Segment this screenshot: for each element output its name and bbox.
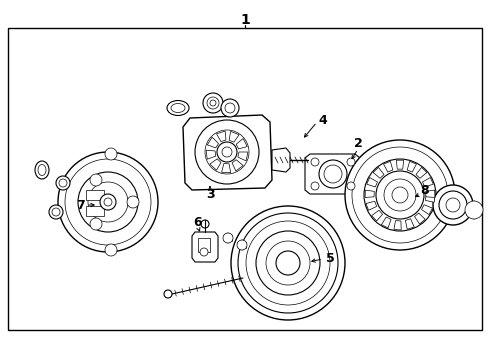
- Circle shape: [58, 152, 158, 252]
- Circle shape: [222, 147, 232, 157]
- Bar: [8, 28, 482, 330]
- Circle shape: [384, 179, 416, 211]
- Circle shape: [127, 196, 139, 208]
- Polygon shape: [236, 139, 247, 149]
- Circle shape: [210, 100, 216, 106]
- Circle shape: [276, 251, 300, 275]
- Circle shape: [237, 240, 247, 250]
- Circle shape: [311, 182, 319, 190]
- Polygon shape: [407, 161, 416, 172]
- Text: 5: 5: [326, 252, 334, 265]
- Ellipse shape: [38, 165, 46, 176]
- Polygon shape: [381, 217, 391, 228]
- Circle shape: [246, 221, 330, 305]
- Circle shape: [311, 158, 319, 166]
- Circle shape: [347, 182, 355, 190]
- Circle shape: [364, 159, 436, 231]
- Ellipse shape: [171, 104, 185, 113]
- Circle shape: [446, 198, 460, 212]
- Polygon shape: [425, 195, 435, 202]
- Bar: [86, 206, 104, 216]
- Polygon shape: [305, 154, 360, 194]
- Polygon shape: [372, 210, 383, 221]
- Text: 3: 3: [206, 188, 214, 201]
- Polygon shape: [183, 115, 272, 190]
- Circle shape: [104, 198, 112, 206]
- Circle shape: [433, 185, 473, 225]
- Ellipse shape: [35, 161, 49, 179]
- Circle shape: [59, 179, 67, 187]
- Text: 6: 6: [194, 216, 202, 229]
- Circle shape: [319, 160, 347, 188]
- Circle shape: [439, 191, 467, 219]
- Circle shape: [200, 248, 208, 256]
- Circle shape: [52, 208, 60, 216]
- Circle shape: [65, 159, 151, 245]
- Polygon shape: [384, 161, 393, 172]
- Polygon shape: [192, 232, 218, 262]
- Circle shape: [56, 176, 70, 190]
- Circle shape: [164, 290, 172, 298]
- Polygon shape: [426, 190, 435, 197]
- Polygon shape: [207, 137, 219, 148]
- Polygon shape: [422, 177, 433, 187]
- Ellipse shape: [167, 100, 189, 116]
- Text: 2: 2: [354, 136, 363, 149]
- Polygon shape: [365, 190, 374, 197]
- Circle shape: [201, 220, 209, 228]
- Text: 8: 8: [421, 184, 429, 197]
- Polygon shape: [416, 167, 427, 178]
- Circle shape: [100, 194, 116, 210]
- Circle shape: [90, 174, 102, 186]
- Circle shape: [195, 120, 259, 184]
- Circle shape: [203, 93, 223, 113]
- Circle shape: [376, 171, 424, 219]
- Circle shape: [49, 205, 63, 219]
- Polygon shape: [405, 219, 414, 229]
- Circle shape: [266, 241, 310, 285]
- Polygon shape: [396, 160, 404, 169]
- Text: 4: 4: [318, 113, 327, 126]
- Circle shape: [105, 244, 117, 256]
- Circle shape: [90, 218, 102, 230]
- Circle shape: [352, 147, 448, 243]
- Polygon shape: [415, 213, 425, 224]
- Polygon shape: [217, 131, 226, 141]
- Circle shape: [231, 206, 345, 320]
- Polygon shape: [394, 221, 401, 230]
- Text: 1: 1: [240, 13, 250, 27]
- Polygon shape: [229, 131, 239, 142]
- Polygon shape: [421, 205, 433, 215]
- Circle shape: [392, 187, 408, 203]
- Polygon shape: [238, 152, 248, 161]
- Circle shape: [465, 201, 483, 219]
- Circle shape: [205, 130, 249, 174]
- Circle shape: [324, 165, 342, 183]
- Polygon shape: [210, 159, 221, 170]
- Polygon shape: [366, 201, 377, 210]
- Polygon shape: [206, 150, 216, 159]
- Circle shape: [223, 233, 233, 243]
- Circle shape: [207, 97, 219, 109]
- Circle shape: [238, 213, 338, 313]
- Circle shape: [217, 142, 237, 162]
- Circle shape: [105, 148, 117, 160]
- Bar: [198, 238, 210, 252]
- Circle shape: [347, 158, 355, 166]
- Circle shape: [225, 103, 235, 113]
- Bar: [86, 190, 104, 200]
- Circle shape: [78, 172, 138, 232]
- Circle shape: [221, 99, 239, 117]
- Circle shape: [88, 182, 128, 222]
- Polygon shape: [221, 163, 231, 173]
- Text: 7: 7: [75, 198, 84, 212]
- Polygon shape: [272, 148, 290, 172]
- Circle shape: [345, 140, 455, 250]
- Polygon shape: [232, 160, 243, 171]
- Circle shape: [256, 231, 320, 295]
- Polygon shape: [373, 167, 384, 178]
- Polygon shape: [367, 177, 377, 187]
